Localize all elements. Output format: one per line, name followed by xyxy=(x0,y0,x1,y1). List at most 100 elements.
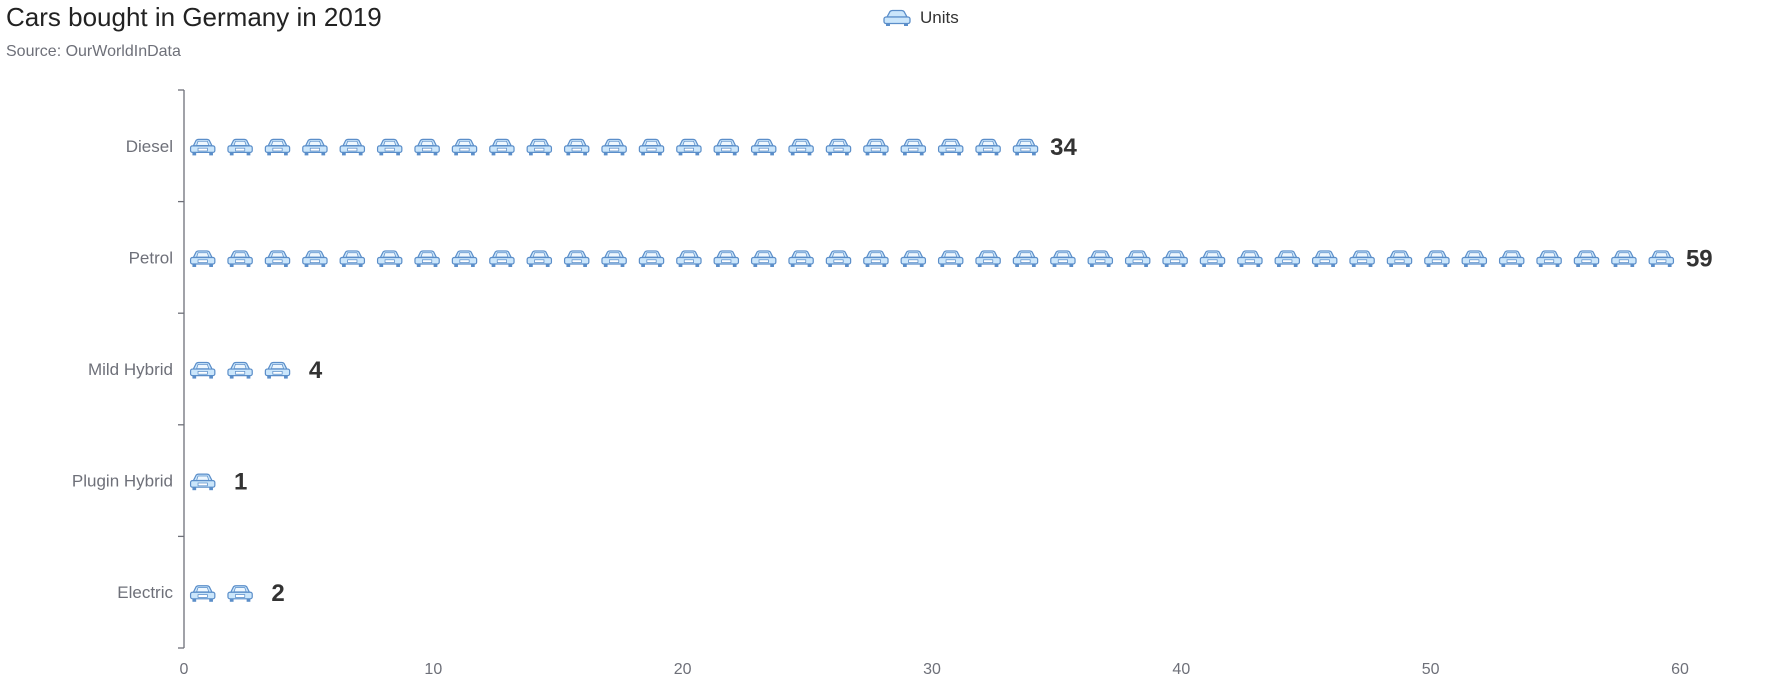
car-icon xyxy=(264,361,291,380)
car-icon xyxy=(1648,250,1675,268)
car-icon xyxy=(526,138,553,157)
axes: 0 10 20 30 40 50 60 xyxy=(178,89,1689,678)
category-label: Plugin Hybrid xyxy=(72,472,173,491)
car-icon xyxy=(788,250,814,268)
car-icon xyxy=(189,473,216,491)
car-icon xyxy=(601,250,627,268)
value-label: 59 xyxy=(1686,245,1713,272)
car-icon xyxy=(750,250,777,268)
car-icon xyxy=(302,250,328,268)
value-label: 34 xyxy=(1050,134,1077,161)
car-icon xyxy=(526,250,553,268)
car-icon xyxy=(676,250,702,268)
car-icon xyxy=(1124,250,1151,268)
car-icon xyxy=(227,361,253,380)
chart-subtitle: Source: OurWorldInData xyxy=(6,43,181,60)
bar-diesel[interactable] xyxy=(189,138,1039,157)
marks xyxy=(189,138,1675,603)
x-tick-label: 30 xyxy=(923,661,941,678)
car-icon xyxy=(713,138,740,157)
car-icon xyxy=(1012,138,1039,157)
car-icon xyxy=(713,250,740,268)
car-icon xyxy=(1050,250,1076,268)
x-tick-label: 10 xyxy=(424,661,442,678)
car-icon xyxy=(1274,250,1301,268)
car-icon xyxy=(227,138,253,157)
car-icon xyxy=(900,138,927,157)
bar-mild-hybrid[interactable] xyxy=(189,361,291,380)
x-tick-label: 60 xyxy=(1671,661,1689,678)
value-label: 1 xyxy=(234,469,247,496)
car-icon xyxy=(863,138,889,157)
legend-item-units[interactable]: Units xyxy=(882,6,959,30)
car-icon xyxy=(302,138,328,157)
category-label: Mild Hybrid xyxy=(88,360,173,379)
legend-label: Units xyxy=(920,8,959,27)
car-icon xyxy=(189,361,216,380)
car-icon xyxy=(1199,250,1226,268)
car-icon xyxy=(189,250,216,268)
car-icon xyxy=(451,250,478,268)
car-icon xyxy=(638,138,665,157)
value-label: 4 xyxy=(309,357,323,384)
car-icon xyxy=(339,250,366,268)
car-icon xyxy=(376,250,403,268)
car-icon xyxy=(937,250,964,268)
car-icon xyxy=(264,138,291,157)
car-icon xyxy=(676,138,702,157)
car-icon xyxy=(1237,250,1263,268)
chart-title: Cars bought in Germany in 2019 xyxy=(6,2,382,32)
car-icon xyxy=(1012,250,1039,268)
x-tick-label: 50 xyxy=(1422,661,1440,678)
car-icon xyxy=(376,138,403,157)
car-icon xyxy=(1536,250,1562,268)
car-icon xyxy=(1498,250,1525,268)
car-icon xyxy=(975,250,1001,268)
car-icon xyxy=(1162,250,1188,268)
car-icon xyxy=(489,250,515,268)
car-icon xyxy=(750,138,777,157)
car-icon xyxy=(489,138,515,157)
car-icon xyxy=(1424,250,1450,268)
car-icon xyxy=(883,9,911,26)
bar-electric[interactable] xyxy=(189,585,253,603)
x-tick-label: 0 xyxy=(180,661,189,678)
car-icon xyxy=(451,138,478,157)
car-icon xyxy=(264,250,291,268)
category-label: Electric xyxy=(117,583,173,602)
car-icon xyxy=(825,250,852,268)
car-icon xyxy=(937,138,964,157)
car-icon xyxy=(339,138,366,157)
car-icon xyxy=(189,138,216,157)
car-icon xyxy=(1087,250,1114,268)
category-label: Petrol xyxy=(129,248,173,267)
car-icon xyxy=(601,138,627,157)
bar-petrol[interactable] xyxy=(189,250,1675,268)
car-icon xyxy=(1349,250,1375,268)
labels: Diesel 34 Petrol 59 Mild Hybrid 4 Plugin Hybri… xyxy=(72,134,1713,607)
car-icon xyxy=(900,250,927,268)
car-icon xyxy=(863,250,889,268)
car-icon xyxy=(1311,250,1338,268)
x-tick-label: 20 xyxy=(674,661,692,678)
car-icon xyxy=(1461,250,1488,268)
value-label: 2 xyxy=(271,580,284,607)
car-icon xyxy=(1573,250,1600,268)
category-label: Diesel xyxy=(126,137,173,156)
car-icon xyxy=(788,138,814,157)
car-icon xyxy=(189,585,216,603)
car-icon xyxy=(975,138,1001,157)
car-icon xyxy=(227,250,253,268)
car-icon xyxy=(414,250,440,268)
car-icon xyxy=(414,138,440,157)
car-icon xyxy=(563,250,590,268)
car-icon xyxy=(825,138,852,157)
car-icon xyxy=(563,138,590,157)
car-icon xyxy=(638,250,665,268)
x-tick-label: 40 xyxy=(1172,661,1190,678)
bar-plugin-hybrid[interactable] xyxy=(189,473,216,491)
car-icon xyxy=(227,585,253,603)
car-icon xyxy=(1611,250,1637,268)
car-icon xyxy=(1386,250,1413,268)
